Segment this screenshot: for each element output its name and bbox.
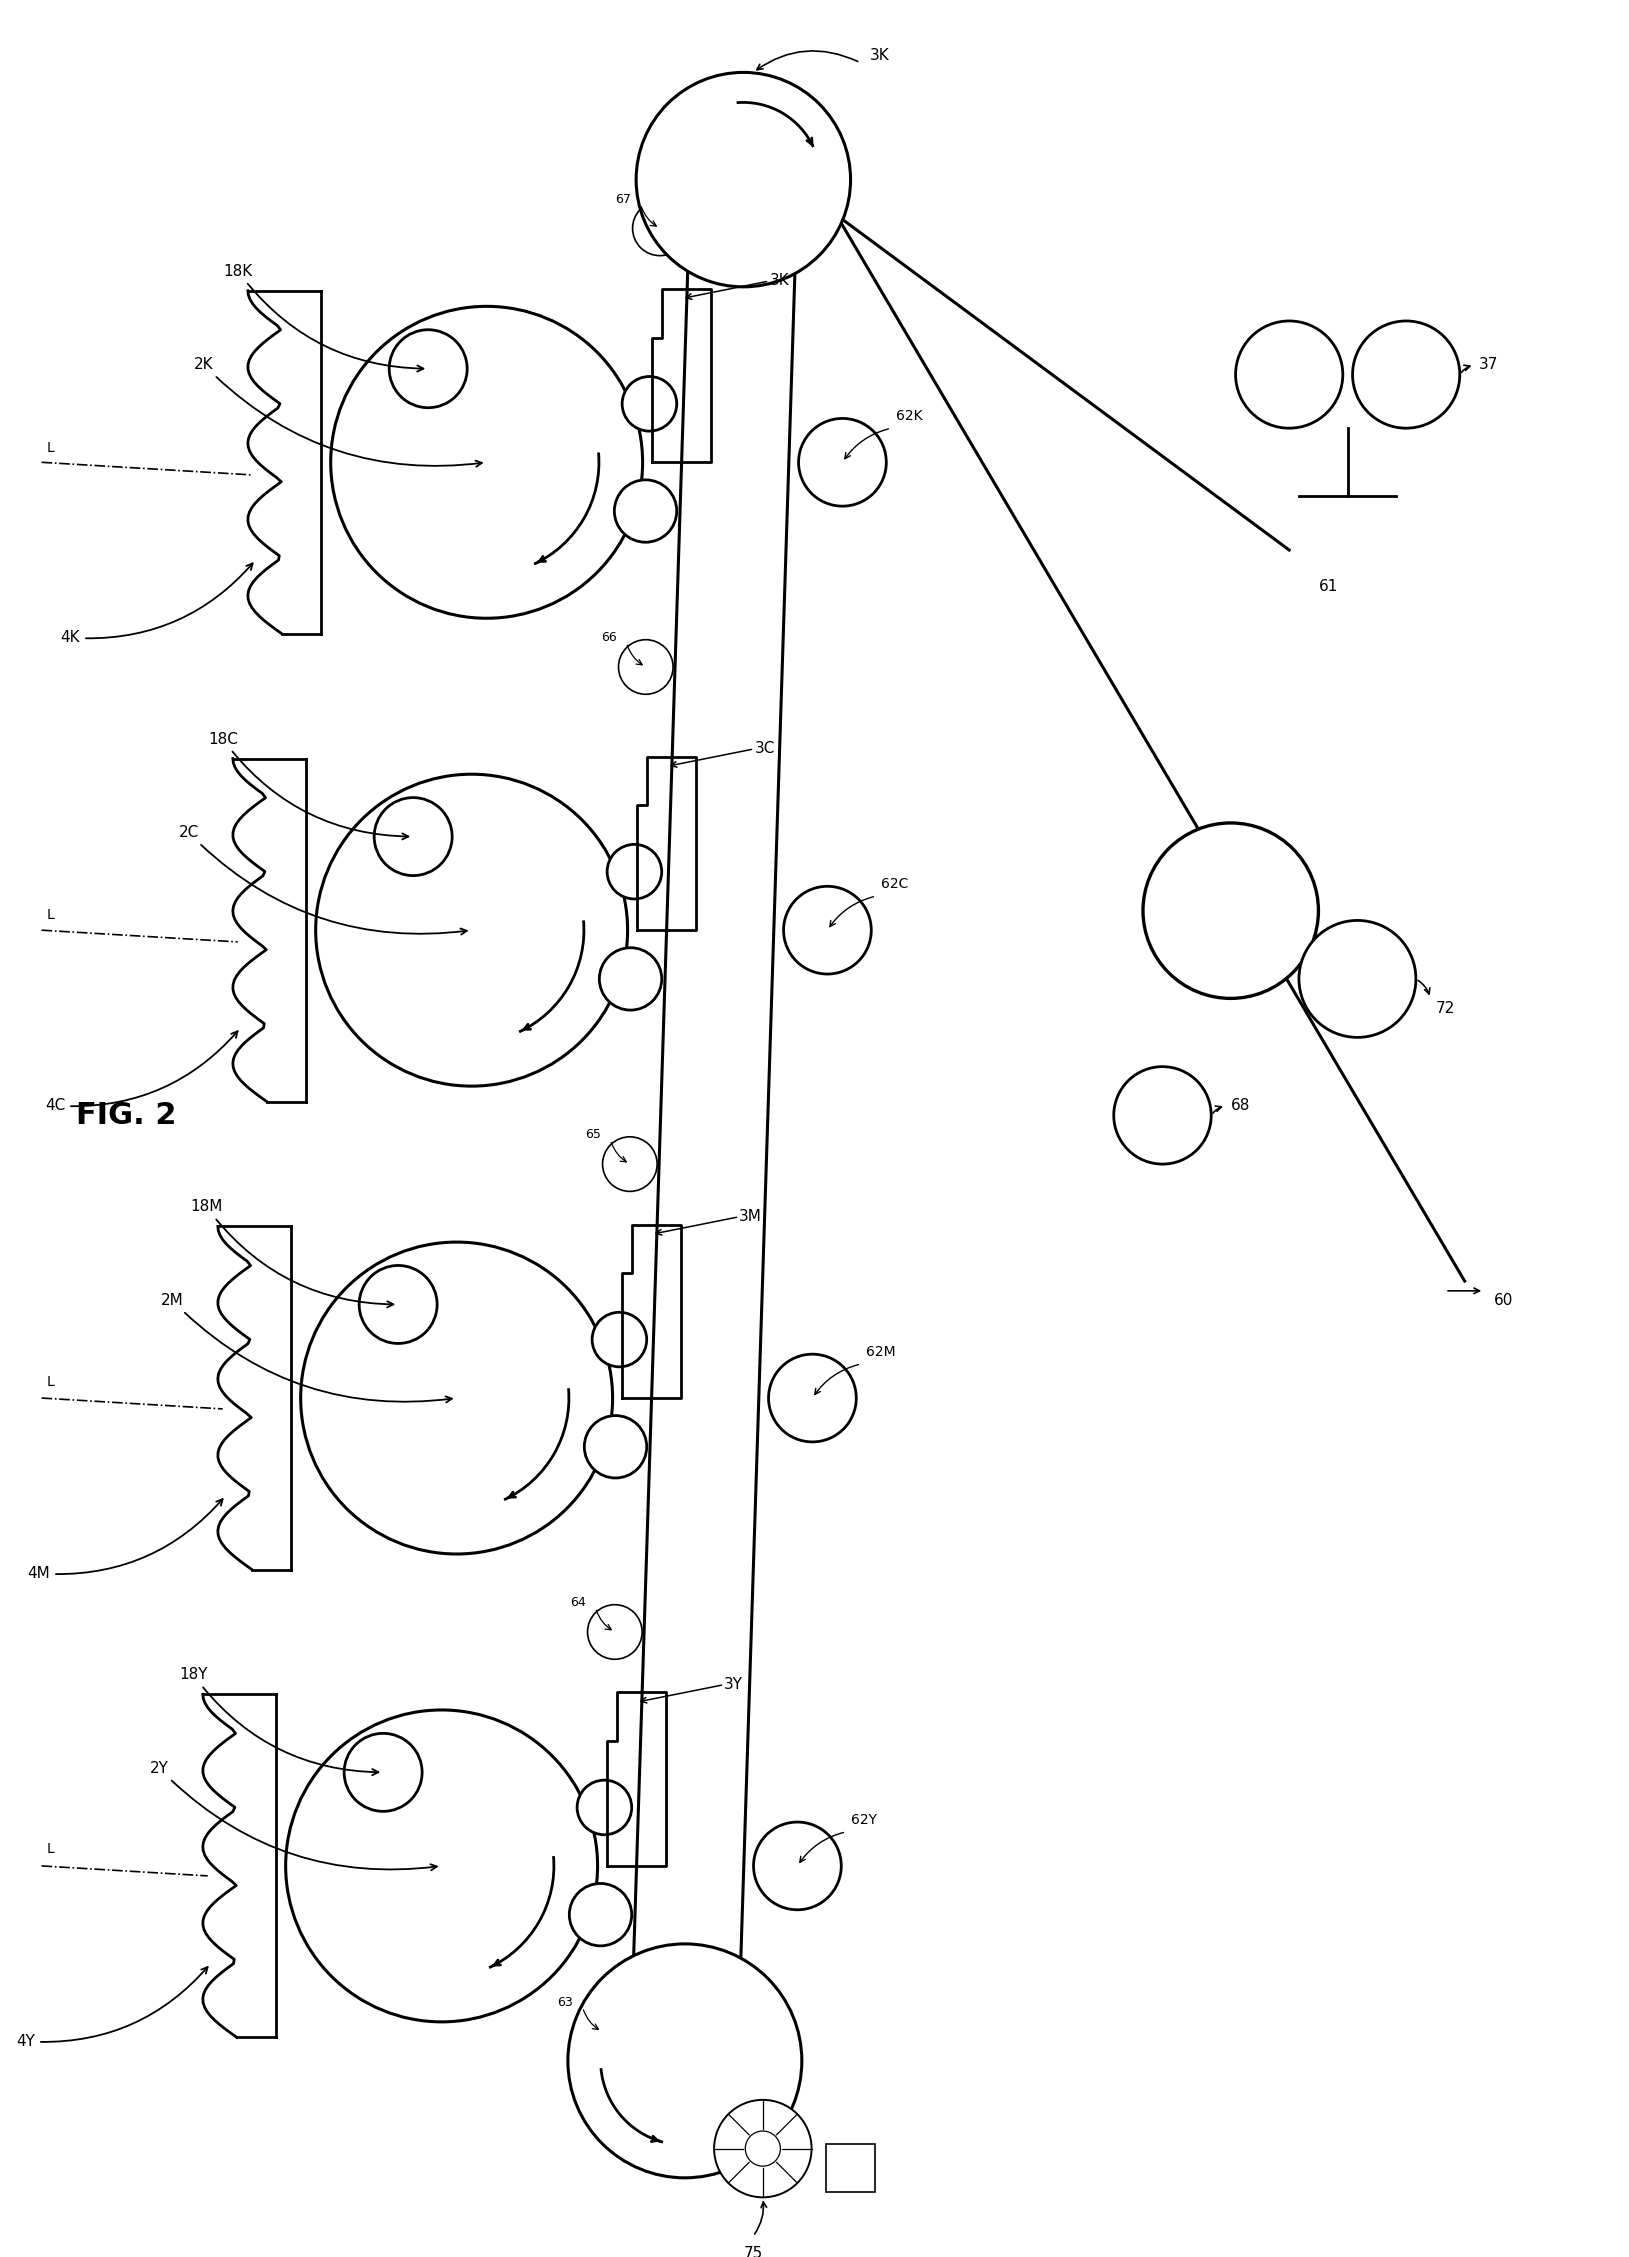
Circle shape	[603, 1138, 656, 1192]
Text: 18M: 18M	[191, 1198, 393, 1307]
Circle shape	[1298, 921, 1416, 1038]
Text: L: L	[46, 442, 54, 456]
Text: 64: 64	[570, 1596, 585, 1609]
Text: 3Y: 3Y	[725, 1677, 743, 1693]
Circle shape	[301, 1241, 613, 1555]
Text: 66: 66	[601, 632, 616, 643]
Text: 2M: 2M	[161, 1293, 451, 1402]
Polygon shape	[632, 210, 797, 2031]
Text: 67: 67	[614, 192, 630, 205]
Text: 61: 61	[1318, 580, 1337, 594]
Circle shape	[635, 72, 850, 287]
Circle shape	[1144, 824, 1318, 998]
Circle shape	[569, 1882, 632, 1946]
Circle shape	[1114, 1068, 1212, 1165]
Circle shape	[588, 1605, 642, 1659]
Text: 3M: 3M	[740, 1210, 762, 1223]
Circle shape	[599, 948, 661, 1011]
Text: 65: 65	[585, 1128, 601, 1142]
Circle shape	[585, 1415, 647, 1478]
Circle shape	[754, 1821, 841, 1909]
Circle shape	[1235, 320, 1342, 429]
Circle shape	[577, 1781, 632, 1835]
Circle shape	[331, 307, 642, 618]
Text: 2K: 2K	[194, 357, 482, 467]
Circle shape	[746, 2131, 780, 2167]
Text: L: L	[46, 1842, 54, 1858]
Circle shape	[316, 774, 627, 1086]
Circle shape	[619, 639, 673, 695]
Text: 18K: 18K	[223, 264, 424, 372]
Circle shape	[344, 1733, 422, 1812]
Text: 62K: 62K	[896, 409, 922, 424]
Circle shape	[358, 1266, 437, 1343]
Circle shape	[569, 1943, 801, 2178]
Text: L: L	[46, 1375, 54, 1390]
Text: 72: 72	[1435, 1000, 1455, 1016]
Text: 3K: 3K	[769, 273, 788, 289]
Text: 62Y: 62Y	[850, 1812, 876, 1826]
Text: 2C: 2C	[179, 826, 468, 934]
Text: 18C: 18C	[209, 731, 409, 840]
Circle shape	[714, 2099, 811, 2198]
Circle shape	[389, 330, 468, 409]
Circle shape	[575, 2004, 629, 2058]
Circle shape	[614, 481, 676, 542]
Text: 62M: 62M	[867, 1345, 896, 1359]
Text: 62C: 62C	[881, 878, 909, 892]
Circle shape	[1352, 320, 1460, 429]
Text: 4M: 4M	[28, 1499, 223, 1580]
Text: 18Y: 18Y	[179, 1668, 378, 1776]
Circle shape	[375, 797, 453, 876]
Text: 4C: 4C	[46, 1031, 238, 1113]
Circle shape	[622, 377, 676, 431]
Text: FIG. 2: FIG. 2	[75, 1101, 176, 1131]
Text: 4Y: 4Y	[16, 1968, 207, 2049]
Text: 3C: 3C	[754, 740, 775, 756]
Circle shape	[285, 1711, 598, 2022]
Text: 3K: 3K	[870, 47, 889, 63]
Text: L: L	[46, 910, 54, 923]
Bar	[826, 2144, 875, 2192]
Text: 60: 60	[1494, 1293, 1513, 1309]
Text: 4K: 4K	[60, 564, 252, 646]
Circle shape	[769, 1354, 857, 1442]
Text: 63: 63	[557, 1995, 573, 2009]
Text: 2Y: 2Y	[150, 1760, 437, 1871]
Circle shape	[591, 1311, 647, 1368]
Circle shape	[784, 887, 872, 975]
Text: 37: 37	[1479, 357, 1499, 372]
Circle shape	[798, 418, 886, 506]
Text: 68: 68	[1232, 1099, 1249, 1113]
Text: 75: 75	[743, 2246, 762, 2257]
Circle shape	[608, 844, 661, 898]
Circle shape	[632, 201, 687, 255]
